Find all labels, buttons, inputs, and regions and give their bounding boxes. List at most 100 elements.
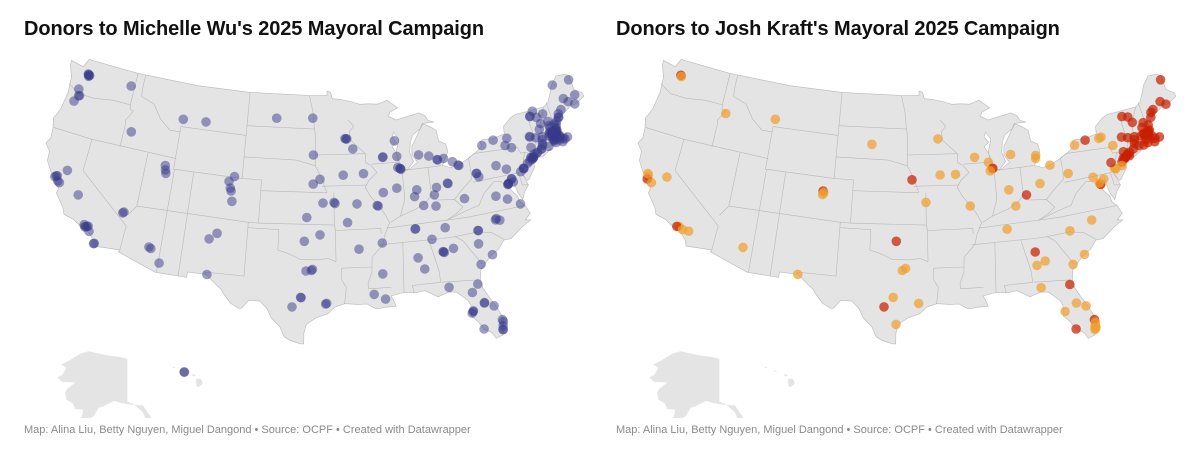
state-border bbox=[468, 147, 534, 159]
donor-dot bbox=[413, 150, 424, 160]
donor-dot bbox=[301, 266, 311, 276]
donor-dot bbox=[1108, 140, 1118, 151]
donor-dot bbox=[495, 215, 505, 225]
donor-dot bbox=[1071, 324, 1081, 334]
donor-dot bbox=[229, 171, 240, 182]
donor-dot bbox=[320, 299, 331, 309]
donor-dot bbox=[515, 199, 526, 209]
state-border bbox=[321, 184, 368, 187]
donor-dot bbox=[378, 187, 389, 198]
kraft-map-credit: Map: Alina Liu, Betty Nguyen, Miguel Dan… bbox=[616, 424, 1063, 436]
state-border bbox=[315, 153, 366, 156]
wu-map-svg bbox=[45, 59, 585, 418]
state-border bbox=[927, 228, 974, 234]
donor-dot bbox=[488, 135, 498, 145]
donor-dot bbox=[1117, 160, 1127, 171]
donor-dot bbox=[1040, 256, 1050, 266]
state-border bbox=[180, 126, 247, 136]
donor-dot bbox=[1122, 132, 1133, 143]
donor-dot bbox=[935, 170, 945, 180]
state-border bbox=[441, 279, 480, 283]
donor-dot bbox=[1065, 226, 1075, 236]
donor-dot bbox=[459, 193, 470, 204]
state-border bbox=[933, 266, 964, 269]
donor-dot bbox=[1150, 136, 1160, 147]
state-border bbox=[998, 165, 1034, 171]
wu-map bbox=[16, 48, 600, 418]
donor-dot bbox=[442, 178, 453, 188]
donor-dot bbox=[308, 150, 319, 160]
wu-map-credit: Map: Alina Liu, Betty Nguyen, Miguel Dan… bbox=[24, 424, 471, 436]
hawaii-island bbox=[764, 366, 768, 369]
state-border bbox=[347, 119, 390, 289]
donor-dot bbox=[409, 191, 420, 202]
donor-dot bbox=[1079, 249, 1090, 260]
state-border bbox=[674, 139, 719, 250]
donor-dot bbox=[418, 200, 429, 211]
hawaii-island bbox=[172, 366, 176, 369]
donor-dot bbox=[817, 189, 828, 200]
donor-dot bbox=[1030, 150, 1041, 161]
donor-dot bbox=[179, 367, 189, 377]
state-border bbox=[836, 156, 908, 167]
state-border bbox=[244, 156, 316, 167]
state-border bbox=[901, 95, 920, 193]
donor-dot bbox=[498, 316, 509, 327]
contiguous-us-landmass bbox=[637, 59, 1177, 345]
donor-dot bbox=[287, 302, 297, 312]
state-border bbox=[850, 222, 927, 226]
state-border bbox=[971, 231, 1098, 246]
state-border bbox=[992, 170, 998, 217]
basemap bbox=[45, 59, 585, 418]
donor-dot bbox=[330, 198, 340, 209]
hawaii-island bbox=[773, 370, 778, 373]
donor-dot bbox=[83, 69, 94, 79]
donor-dot bbox=[1081, 301, 1091, 311]
donor-dot bbox=[643, 168, 653, 179]
donor-dot bbox=[1060, 306, 1070, 317]
donor-dots bbox=[642, 70, 1171, 335]
state-border bbox=[82, 139, 127, 250]
donor-dot bbox=[662, 172, 672, 182]
state-border bbox=[402, 242, 405, 293]
donor-dot bbox=[378, 152, 388, 162]
donor-dot bbox=[950, 169, 961, 180]
donor-dot bbox=[487, 249, 498, 260]
state-border bbox=[335, 228, 382, 234]
donor-dot bbox=[556, 104, 566, 115]
donor-dot bbox=[530, 132, 541, 143]
donor-dot bbox=[1106, 157, 1116, 168]
donor-dot bbox=[479, 298, 490, 308]
state-border bbox=[371, 161, 399, 165]
donor-dot bbox=[933, 134, 943, 144]
donor-dot bbox=[921, 197, 931, 208]
donor-dot bbox=[352, 199, 362, 209]
donor-dot bbox=[467, 287, 478, 298]
state-border bbox=[772, 126, 839, 136]
state-border bbox=[400, 170, 406, 217]
donor-dot bbox=[558, 93, 569, 104]
donor-dot bbox=[479, 324, 489, 334]
donor-dot bbox=[424, 151, 434, 161]
state-border bbox=[177, 172, 194, 277]
donor-dot bbox=[474, 172, 484, 182]
donor-dot bbox=[84, 226, 94, 237]
hawaii-island bbox=[191, 374, 196, 377]
donor-dot bbox=[1032, 260, 1042, 271]
state-border bbox=[1046, 157, 1064, 200]
donor-dot bbox=[146, 243, 156, 254]
donor-dot bbox=[389, 136, 400, 146]
state-border bbox=[341, 268, 347, 304]
kraft-map-title: Donors to Josh Kraft's Mayoral 2025 Camp… bbox=[616, 18, 1060, 40]
donor-dot bbox=[467, 308, 478, 318]
donor-dot bbox=[738, 242, 748, 253]
donor-dot bbox=[879, 302, 889, 312]
donor-dot bbox=[89, 238, 99, 249]
donor-dot bbox=[537, 109, 548, 119]
donor-dots bbox=[50, 69, 580, 378]
donor-dot bbox=[543, 116, 553, 127]
donor-dot bbox=[160, 160, 171, 171]
state-border bbox=[1110, 172, 1121, 186]
state-border bbox=[258, 222, 335, 226]
alaska-landmass bbox=[57, 351, 152, 418]
